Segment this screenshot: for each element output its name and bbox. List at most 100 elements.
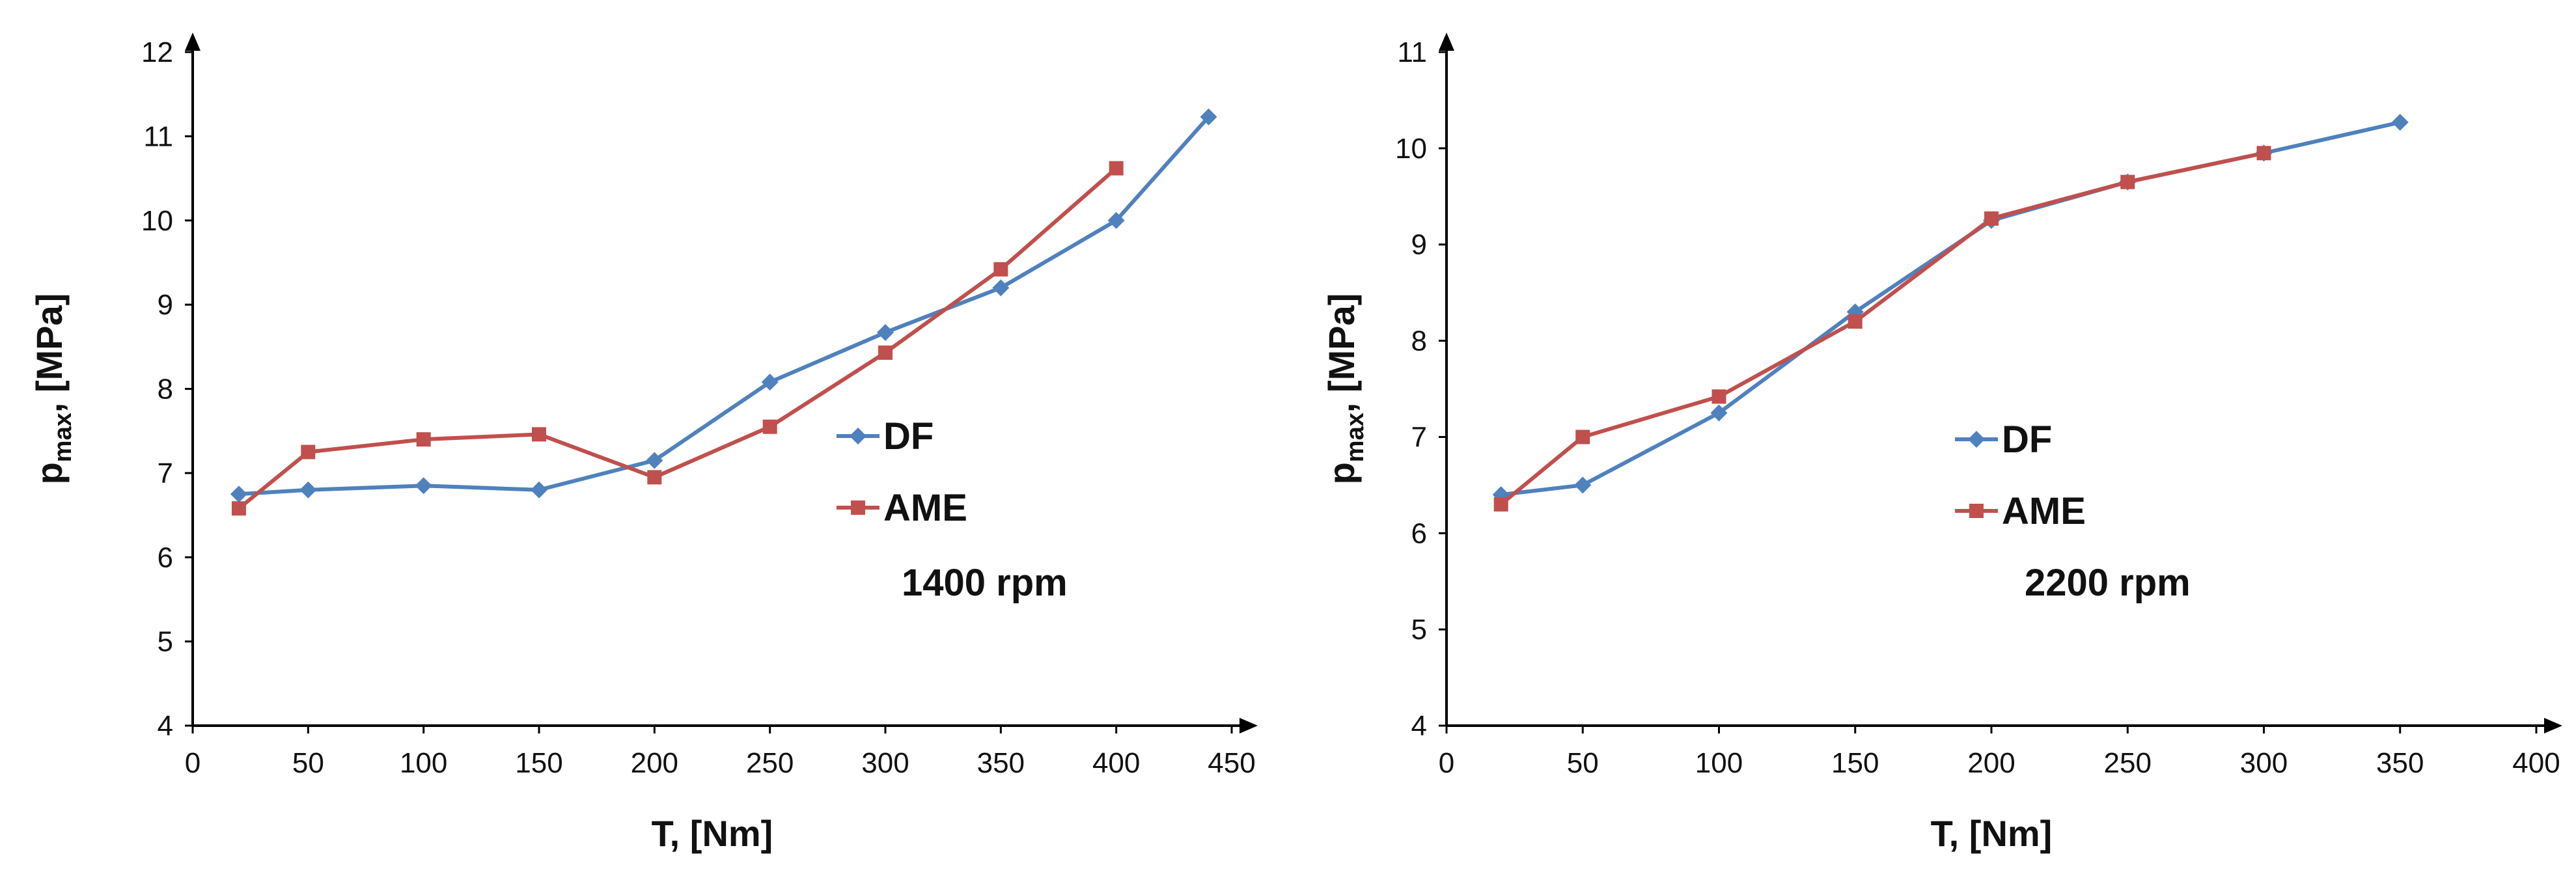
data-point-ame	[993, 262, 1008, 277]
x-tick-label: 350	[2376, 747, 2424, 779]
y-tick-label: 8	[158, 374, 173, 405]
y-tick-label: 5	[1411, 614, 1427, 646]
y-tick-label: 7	[158, 458, 173, 489]
data-point-ame	[647, 470, 662, 485]
x-tick-label: 200	[631, 747, 678, 779]
x-tick-label: 100	[400, 747, 447, 779]
x-tick-label: 250	[2104, 747, 2152, 779]
legend-label-df: DF	[2002, 418, 2052, 461]
y-axis-title-sub: max	[1342, 413, 1369, 462]
y-tick-label: 11	[143, 120, 173, 152]
x-tick-label: 400	[2512, 747, 2560, 779]
series-line-df	[1501, 120, 2401, 497]
series-ame	[1493, 146, 2271, 512]
legend: DF AME	[837, 415, 967, 529]
y-axis-title-sub: max	[49, 413, 77, 462]
x-tick-label: 450	[1208, 747, 1255, 779]
data-point-df	[877, 323, 894, 341]
y-axis-title: pmax, [MPa]	[1321, 294, 1369, 485]
x-tick-label: 400	[1092, 747, 1140, 779]
series-df	[1492, 113, 2409, 504]
data-point-df	[1200, 108, 1217, 126]
chart-panel-1: 0 50 100 150 200 250 300 350 400 450 4 5 6 7 8 9 10 11 12 T…	[29, 33, 1258, 854]
data-point-df	[1710, 404, 1728, 422]
y-tick-label: 4	[158, 710, 173, 742]
series-ame	[231, 161, 1124, 516]
series-line-df	[238, 115, 1210, 497]
data-point-ame	[2256, 146, 2271, 161]
x-axis-title: T, [Nm]	[1931, 813, 2053, 854]
data-point-ame	[1984, 211, 1999, 226]
data-point-df	[2391, 113, 2409, 131]
data-point-ame	[1848, 314, 1863, 329]
x-tick-label: 0	[1439, 747, 1454, 779]
legend-marker-df	[850, 428, 866, 445]
data-point-df	[531, 481, 547, 499]
data-point-ame	[762, 419, 777, 434]
y-tick-label: 12	[141, 36, 173, 68]
x-tick-label: 150	[515, 747, 562, 779]
data-point-df	[230, 486, 247, 503]
x-tick-label: 200	[1967, 747, 2015, 779]
y-tick-label: 8	[1411, 325, 1427, 357]
data-point-df	[1574, 476, 1592, 494]
data-point-ame	[1109, 161, 1124, 176]
data-point-ame	[2120, 174, 2135, 189]
y-tick-label: 6	[158, 541, 173, 573]
legend-label-ame: AME	[883, 487, 967, 529]
x-tick-label: 250	[746, 747, 794, 779]
rpm-annotation: 1400 rpm	[902, 562, 1068, 604]
data-point-df	[646, 452, 663, 469]
y-tick-label: 10	[1395, 133, 1427, 165]
y-axis-arrow	[185, 33, 201, 51]
data-point-ame	[878, 345, 893, 360]
x-tick-label: 350	[977, 747, 1025, 779]
data-point-ame	[416, 432, 431, 447]
legend-marker-df	[1968, 431, 1985, 448]
legend-label-ame: AME	[2002, 490, 2086, 532]
x-tick-label: 300	[861, 747, 909, 779]
data-point-ame	[1575, 430, 1590, 445]
y-axis-title: pmax, [MPa]	[29, 294, 77, 485]
y-tick-label: 11	[1397, 36, 1427, 68]
y-axis-title-main: p	[1321, 462, 1362, 484]
data-point-df	[415, 477, 432, 495]
y-tick-label: 10	[141, 205, 173, 237]
x-axis-title: T, [Nm]	[652, 813, 773, 854]
legend-marker-ame	[1969, 504, 1984, 518]
data-point-df	[992, 279, 1010, 297]
y-axis-title-suffix: , [MPa]	[29, 294, 70, 413]
data-point-ame	[1711, 389, 1726, 404]
x-tick-label: 100	[1695, 747, 1743, 779]
y-tick-label: 9	[158, 289, 173, 321]
x-tick-label: 50	[1567, 747, 1599, 779]
rpm-annotation: 2200 rpm	[2025, 562, 2191, 604]
series-line-ame	[1499, 151, 2265, 506]
x-axis-arrow	[1240, 718, 1258, 733]
y-axis-title-main: p	[29, 462, 70, 484]
data-point-df	[299, 481, 317, 499]
series-df	[230, 108, 1217, 503]
x-tick-label: 300	[2240, 747, 2288, 779]
legend: DF AME	[1955, 418, 2086, 532]
y-tick-label: 7	[1411, 421, 1427, 453]
x-tick-label: 0	[185, 747, 201, 779]
data-point-df	[761, 374, 779, 391]
legend-marker-ame	[851, 500, 865, 515]
y-axis-title-suffix: , [MPa]	[1321, 294, 1362, 413]
data-point-ame	[231, 501, 246, 516]
x-tick-label: 50	[292, 747, 324, 779]
data-point-ame	[532, 427, 546, 442]
y-axis-arrow	[1439, 33, 1454, 51]
legend-label-df: DF	[883, 415, 934, 458]
y-tick-label: 4	[1411, 710, 1427, 742]
y-tick-label: 9	[1411, 229, 1427, 261]
y-tick-label: 6	[1411, 517, 1427, 549]
y-tick-label: 5	[158, 626, 173, 658]
data-point-ame	[1493, 497, 1508, 512]
series-line-ame	[238, 167, 1118, 510]
chart-panel-2: 0 50 100 150 200 250 300 350 400 4 5 6 7 8 9 10 11 T, [Nm…	[1321, 33, 2562, 854]
data-point-df	[1107, 212, 1125, 229]
x-axis-arrow	[2544, 718, 2562, 733]
